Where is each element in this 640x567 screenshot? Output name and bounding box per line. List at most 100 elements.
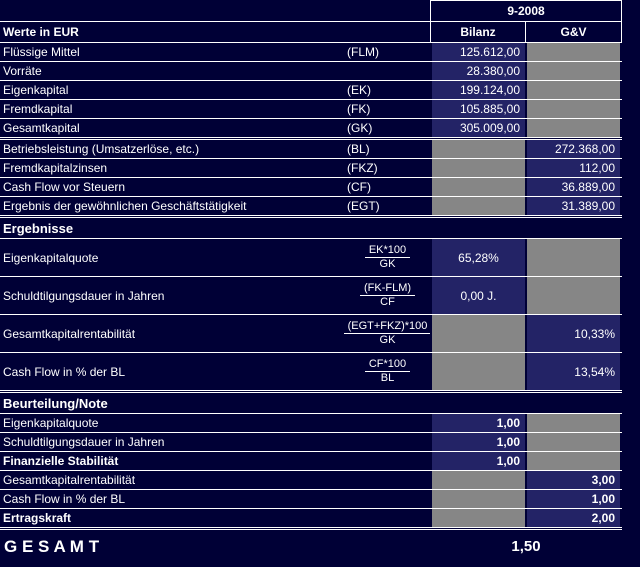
guv-value-cell[interactable]: 36.889,00: [525, 178, 622, 196]
row-abbr: [345, 490, 430, 508]
row-label: Betriebsleistung (Umsatzerlöse, etc.): [3, 142, 200, 156]
rating-row-schuldtilgungsdauer: Schuldtilgungsdauer in Jahren 1,00: [0, 433, 622, 452]
bilanz-disabled-cell: [430, 490, 525, 508]
row-label: Gesamtkapital: [3, 121, 80, 135]
guv-value-cell[interactable]: 272.368,00: [525, 140, 622, 158]
table-row-cashflow-vor-steuern: Cash Flow vor Steuern (CF) 36.889,00: [0, 178, 622, 197]
row-label: Schuldtilgungsdauer in Jahren: [3, 435, 165, 449]
section-divider: [0, 138, 622, 140]
column-header-bilanz: Bilanz: [430, 22, 525, 42]
guv-disabled-cell: [525, 452, 622, 470]
row-abbr: (FKZ): [347, 161, 378, 175]
rating-row-finanzielle-stabilitaet: Finanzielle Stabilität 1,00: [0, 452, 622, 471]
financial-analysis-sheet: 9-2008 Werte in EUR Bilanz G&V Flüssige …: [0, 0, 622, 563]
table-row-fluessige-mittel: Flüssige Mittel (FLM) 125.612,00: [0, 43, 622, 62]
bilanz-value-cell[interactable]: 305.009,00: [430, 119, 525, 137]
guv-disabled-cell: [525, 100, 622, 118]
guv-value-cell[interactable]: 112,00: [525, 159, 622, 177]
guv-result-cell: 13,54%: [525, 353, 622, 390]
formula-denominator: GK: [379, 258, 396, 270]
formula: EK*100 GK: [345, 239, 430, 276]
guv-disabled-cell: [525, 277, 622, 314]
section-title: Beurteilung/Note: [3, 395, 108, 411]
total-label: G E S A M T: [4, 536, 100, 556]
bilanz-disabled-cell: [430, 353, 525, 390]
table-row-fremdkapital: Fremdkapital (FK) 105.885,00: [0, 100, 622, 119]
bilanz-disabled-cell: [430, 471, 525, 489]
rating-row-eigenkapitalquote: Eigenkapitalquote 1,00: [0, 414, 622, 433]
bilanz-value-cell[interactable]: 125.612,00: [430, 43, 525, 61]
row-abbr: [345, 452, 430, 470]
row-label: Gesamtkapitalrentabilität: [3, 326, 136, 341]
row-label: Flüssige Mittel: [3, 45, 80, 59]
formula-denominator: GK: [379, 334, 396, 346]
bilanz-value-cell[interactable]: 28.380,00: [430, 62, 525, 80]
ratio-row-gesamtkapitalrentabilitaet: Gesamtkapitalrentabilität (EGT+FKZ)*100 …: [0, 315, 622, 353]
bilanz-disabled-cell: [430, 140, 525, 158]
formula-numerator: EK*100: [364, 244, 411, 258]
sheet-title: Werte in EUR: [3, 25, 79, 39]
formula-numerator: (EGT+FKZ)*100: [343, 320, 432, 334]
total-value: 1,50: [511, 538, 541, 555]
section-divider: [0, 528, 622, 530]
row-abbr: [345, 414, 430, 432]
guv-disabled-cell: [525, 239, 622, 276]
row-label: Ergebnis der gewöhnlichen Geschäftstätig…: [3, 199, 247, 213]
guv-note-cell: 2,00: [525, 509, 622, 527]
row-abbr: [345, 471, 430, 489]
row-label: Cash Flow in % der BL: [3, 364, 126, 379]
guv-disabled-cell: [525, 414, 622, 432]
bilanz-disabled-cell: [430, 159, 525, 177]
table-row-eigenkapital: Eigenkapital (EK) 199.124,00: [0, 81, 622, 100]
row-label: Gesamtkapitalrentabilität: [3, 473, 136, 487]
row-label: Vorräte: [3, 64, 42, 78]
section-title: Ergebnisse: [3, 220, 74, 236]
guv-value-cell[interactable]: 31.389,00: [525, 197, 622, 215]
bilanz-value-cell[interactable]: 199.124,00: [430, 81, 525, 99]
row-label: Eigenkapital: [3, 83, 69, 97]
bilanz-note-cell: 1,00: [430, 414, 525, 432]
bilanz-note-cell: 1,00: [430, 452, 525, 470]
section-divider: [0, 216, 622, 218]
row-label: Cash Flow vor Steuern: [3, 180, 126, 194]
total-row: G E S A M T 1,50: [0, 530, 622, 563]
row-abbr: (FK): [347, 102, 371, 116]
row-abbr: (BL): [347, 142, 370, 156]
guv-disabled-cell: [525, 119, 622, 137]
formula: CF*100 BL: [345, 353, 430, 390]
formula: (EGT+FKZ)*100 GK: [343, 315, 432, 352]
table-row-egt: Ergebnis der gewöhnlichen Geschäftstätig…: [0, 197, 622, 216]
table-row-fremdkapitalzinsen: Fremdkapitalzinsen (FKZ) 112,00: [0, 159, 622, 178]
row-abbr: [345, 62, 430, 80]
table-row-gesamtkapital: Gesamtkapital (GK) 305.009,00: [0, 119, 622, 138]
period-spacer: [0, 0, 430, 21]
guv-disabled-cell: [525, 81, 622, 99]
period-row: 9-2008: [0, 0, 622, 22]
bilanz-result-cell: 0,00 J.: [430, 277, 525, 314]
column-header-guv: G&V: [525, 22, 622, 42]
row-label: Schuldtilgungsdauer in Jahren: [3, 288, 165, 303]
bilanz-note-cell: 1,00: [430, 433, 525, 451]
row-abbr: [345, 509, 430, 527]
ratio-row-cashflow-prozent: Cash Flow in % der BL CF*100 BL 13,54%: [0, 353, 622, 391]
bilanz-value-cell[interactable]: 105.885,00: [430, 100, 525, 118]
row-label: Eigenkapitalquote: [3, 250, 99, 265]
formula-denominator: BL: [380, 372, 395, 384]
row-abbr: (EK): [347, 83, 371, 97]
section-divider: [0, 391, 622, 393]
row-label: Cash Flow in % der BL: [3, 492, 126, 506]
section-header-ergebnisse: Ergebnisse: [0, 218, 622, 239]
rating-row-gesamtkapitalrentabilitaet: Gesamtkapitalrentabilität 3,00: [0, 471, 622, 490]
bilanz-result-cell: 65,28%: [430, 239, 525, 276]
guv-note-cell: 1,00: [525, 490, 622, 508]
column-header-row: Werte in EUR Bilanz G&V: [0, 22, 622, 43]
row-abbr: (CF): [347, 180, 371, 194]
row-label: Fremdkapitalzinsen: [3, 161, 108, 175]
row-abbr: [345, 433, 430, 451]
row-label: Eigenkapitalquote: [3, 416, 99, 430]
ratio-row-eigenkapitalquote: Eigenkapitalquote EK*100 GK 65,28%: [0, 239, 622, 277]
guv-disabled-cell: [525, 62, 622, 80]
guv-disabled-cell: [525, 43, 622, 61]
period-cell: 9-2008: [430, 0, 622, 21]
bilanz-disabled-cell: [430, 197, 525, 215]
